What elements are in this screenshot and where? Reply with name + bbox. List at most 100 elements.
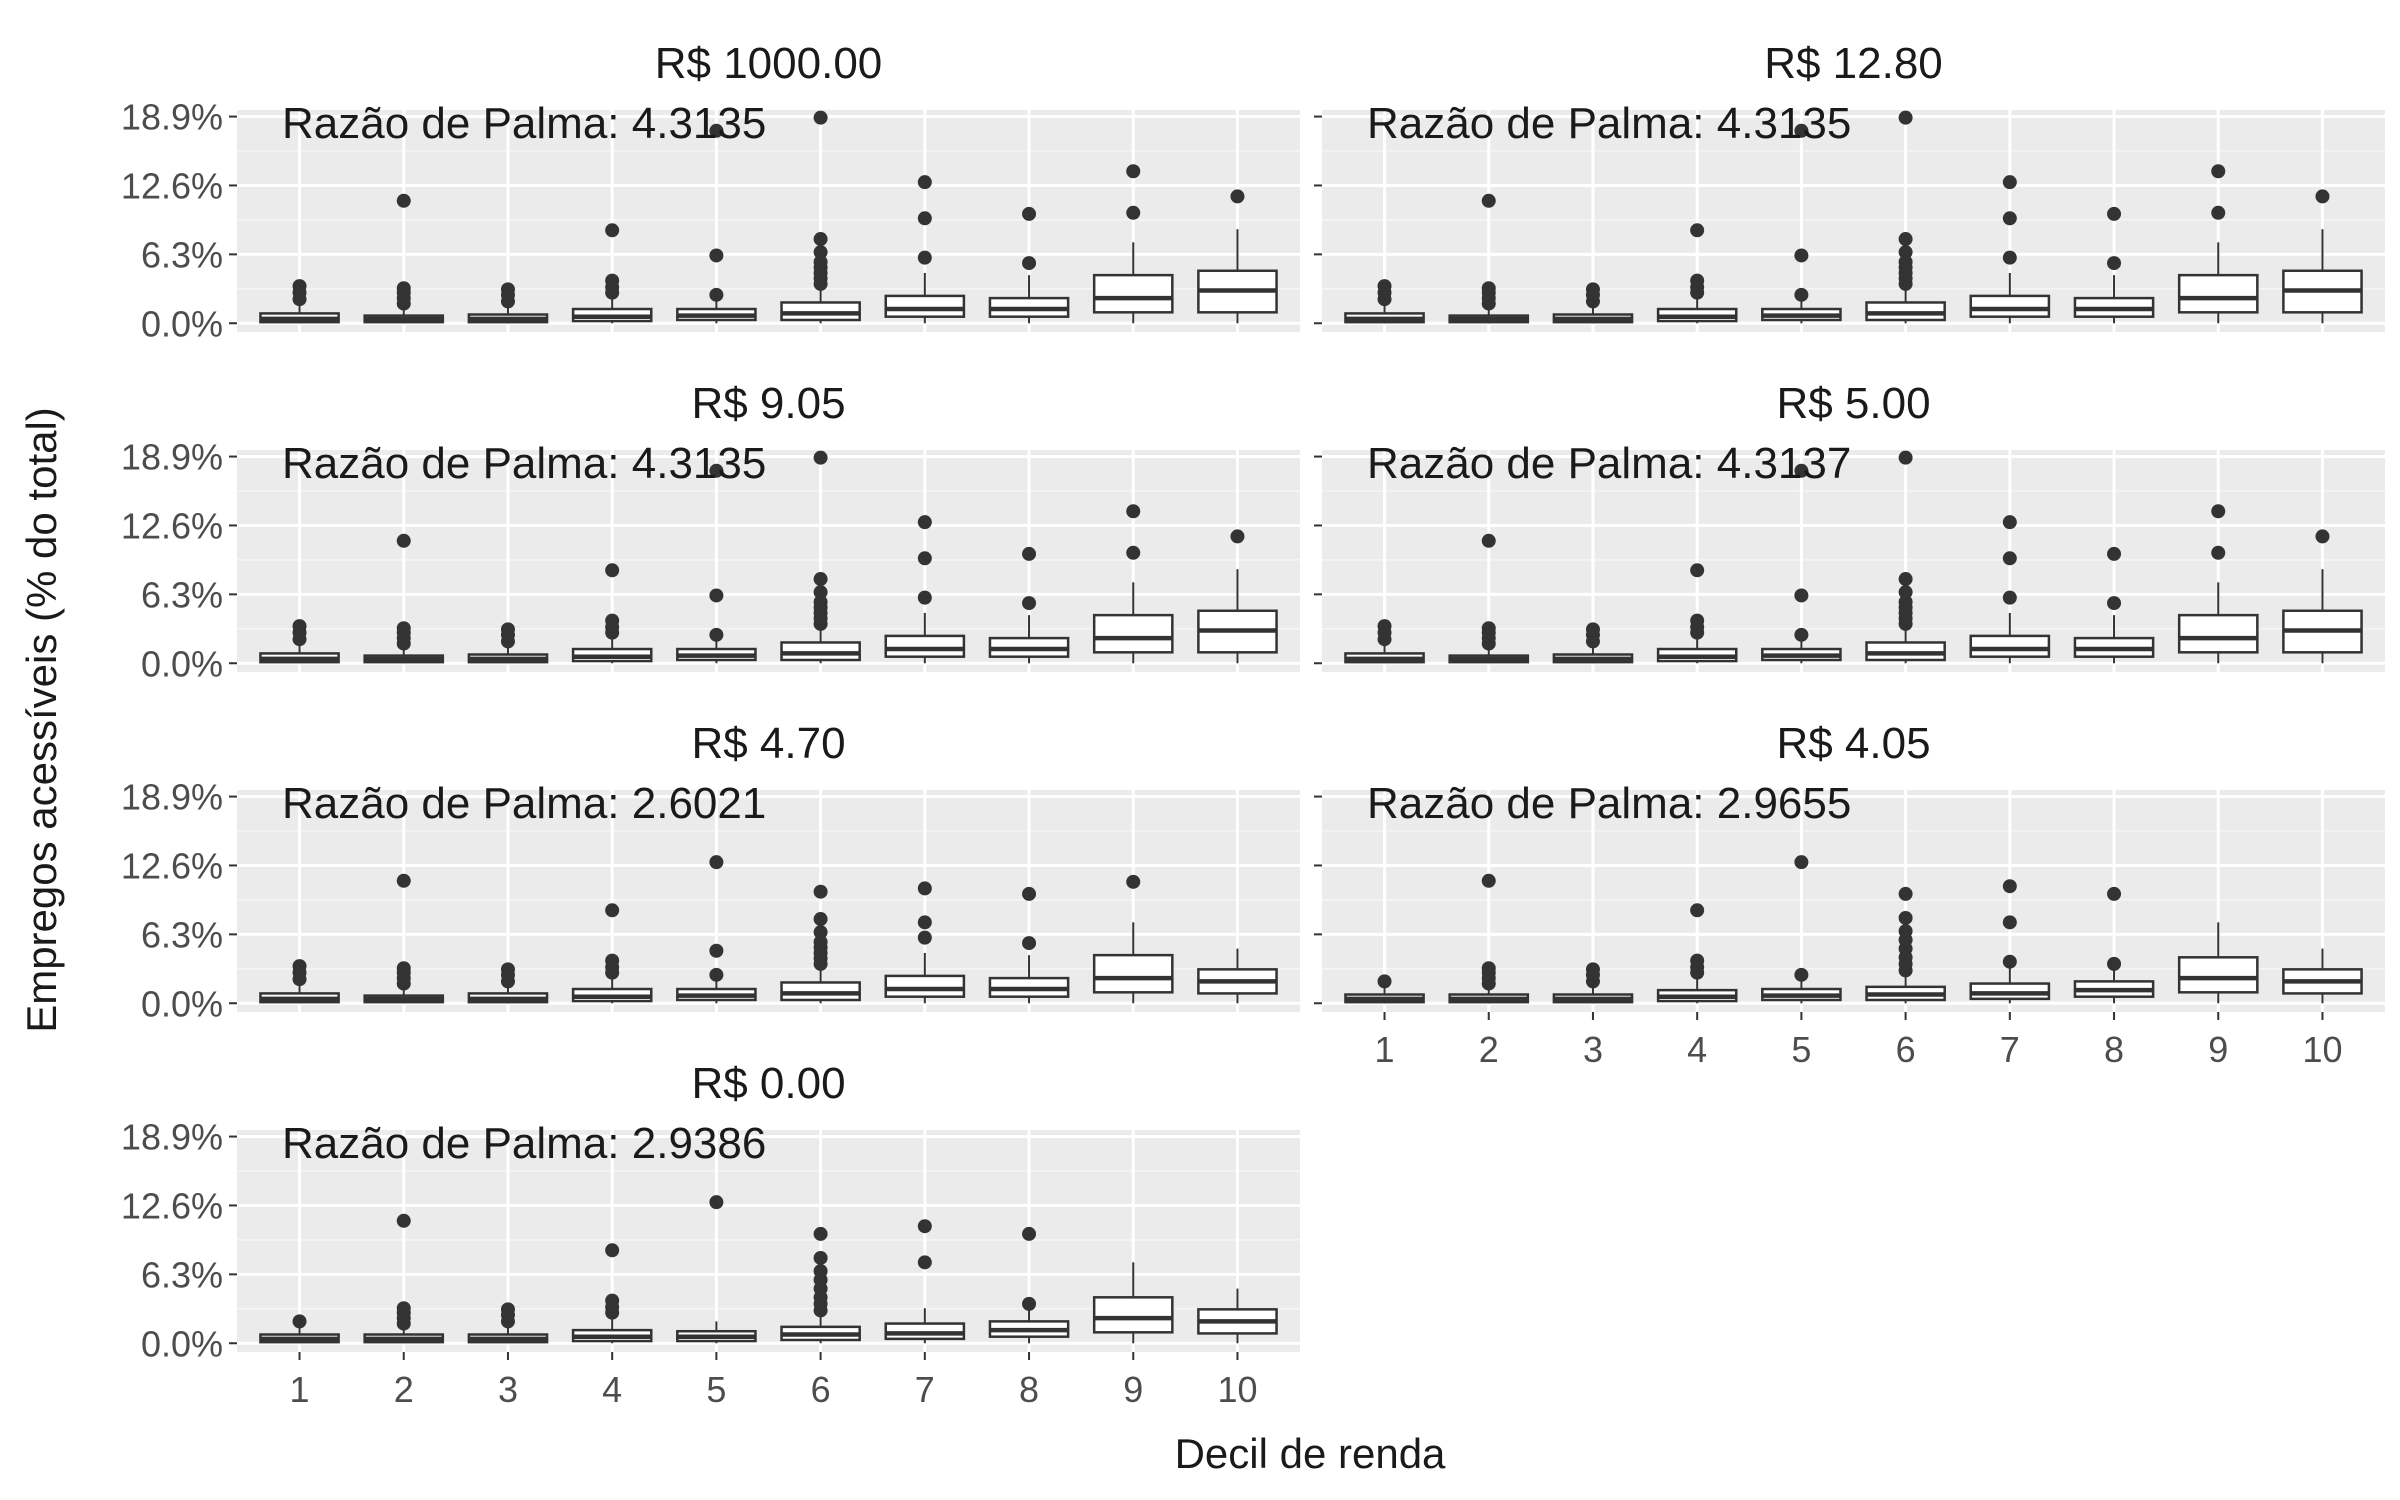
panel-7: R$ 0.00 0.0% 6.3% 12.6% 18.9% Razão de Palma:… bbox=[121, 1059, 1300, 1410]
box-decile-6 bbox=[780, 1226, 861, 1344]
outlier-point bbox=[1022, 256, 1037, 271]
outlier-point bbox=[2002, 250, 2017, 265]
box-decile-4 bbox=[1656, 563, 1738, 664]
outlier-point bbox=[605, 563, 620, 578]
outlier-point bbox=[1794, 588, 1809, 603]
x-tick-label: 2 bbox=[1479, 1029, 1499, 1070]
outlier-point bbox=[917, 930, 932, 945]
box-decile-10 bbox=[2282, 948, 2363, 1004]
outlier-point bbox=[1690, 903, 1705, 918]
outlier-point bbox=[813, 572, 828, 587]
box-decile-5 bbox=[676, 463, 757, 664]
outlier-point bbox=[709, 855, 724, 870]
outlier-point bbox=[709, 248, 724, 263]
palma-ratio-annotation: Razão de Palma: 2.6021 bbox=[282, 779, 766, 828]
panel-1: R$ 1000.00 0.0% 6.3% 12.6% 18.9% Razão de Pal… bbox=[121, 39, 1300, 344]
outlier-point bbox=[1230, 529, 1245, 544]
outlier-point bbox=[500, 962, 515, 977]
box-decile-9 bbox=[2177, 922, 2259, 1004]
outlier-point bbox=[1377, 619, 1392, 634]
y-tick-label: 12.6% bbox=[121, 165, 223, 206]
box-decile-6 bbox=[780, 110, 861, 324]
box bbox=[884, 294, 966, 318]
box bbox=[884, 634, 966, 658]
box bbox=[1092, 613, 1174, 654]
outlier-point bbox=[1126, 504, 1141, 519]
x-tick-label: 3 bbox=[498, 1369, 518, 1410]
x-tick-label: 7 bbox=[2000, 1029, 2020, 1070]
outlier-point bbox=[1481, 621, 1496, 636]
outlier-point bbox=[2107, 596, 2122, 611]
outlier-point bbox=[1377, 974, 1392, 989]
box bbox=[1092, 953, 1174, 994]
outlier-point bbox=[1022, 936, 1037, 951]
y-tick-label: 6.3% bbox=[141, 574, 223, 615]
outlier-point bbox=[1898, 450, 1913, 465]
y-tick-label: 18.9% bbox=[121, 777, 223, 818]
outlier-point bbox=[813, 255, 828, 270]
outlier-point bbox=[2211, 164, 2226, 179]
palma-ratio-annotation: Razão de Palma: 4.3137 bbox=[1367, 439, 1851, 488]
outlier-point bbox=[292, 959, 307, 974]
outlier-point bbox=[605, 903, 620, 918]
box-decile-7 bbox=[884, 515, 966, 664]
outlier-point bbox=[2107, 546, 2122, 561]
box-decile-1 bbox=[259, 619, 340, 664]
x-tick-label: 10 bbox=[2302, 1029, 2342, 1070]
box-decile-2 bbox=[363, 533, 445, 664]
box-decile-8 bbox=[2073, 206, 2155, 324]
box-decile-4 bbox=[571, 223, 653, 324]
x-tick-label: 4 bbox=[602, 1369, 622, 1410]
outlier-point bbox=[1898, 255, 1913, 270]
x-tick-label: 8 bbox=[1019, 1369, 1039, 1410]
outlier-point bbox=[1794, 463, 1809, 478]
panel-3: R$ 9.05 0.0% 6.3% 12.6% 18.9% Razão de Palma:… bbox=[121, 379, 1300, 684]
box-decile-7 bbox=[1969, 515, 2051, 664]
outlier-point bbox=[605, 223, 620, 238]
outlier-point bbox=[1898, 110, 1913, 125]
box-decile-1 bbox=[1344, 974, 1425, 1004]
x-tick-label: 5 bbox=[706, 1369, 726, 1410]
outlier-point bbox=[2107, 206, 2122, 221]
outlier-point bbox=[292, 619, 307, 634]
outlier-point bbox=[813, 1264, 828, 1279]
outlier-point bbox=[917, 515, 932, 530]
box-decile-2 bbox=[1448, 533, 1530, 664]
box bbox=[1092, 273, 1174, 314]
outlier-point bbox=[2002, 175, 2017, 190]
outlier-point bbox=[2002, 515, 2017, 530]
outlier-point bbox=[605, 1293, 620, 1308]
outlier-point bbox=[500, 282, 515, 297]
outlier-point bbox=[2002, 879, 2017, 894]
box-decile-2 bbox=[363, 193, 445, 324]
box-decile-4 bbox=[571, 903, 653, 1004]
x-tick-label: 2 bbox=[394, 1369, 414, 1410]
outlier-point bbox=[709, 967, 724, 982]
x-axis-label: Decil de renda bbox=[1175, 1430, 1446, 1477]
box-decile-8 bbox=[2073, 546, 2155, 664]
outlier-point bbox=[813, 925, 828, 940]
box bbox=[2177, 613, 2259, 654]
outlier-point bbox=[1690, 563, 1705, 578]
outlier-point bbox=[813, 232, 828, 247]
panel-title: R$ 9.05 bbox=[691, 379, 845, 428]
outlier-point bbox=[1585, 622, 1600, 637]
y-tick-label: 6.3% bbox=[141, 914, 223, 955]
outlier-point bbox=[813, 110, 828, 125]
outlier-point bbox=[1126, 545, 1141, 560]
box-decile-10 bbox=[2282, 529, 2363, 664]
y-tick-label: 12.6% bbox=[121, 1185, 223, 1226]
palma-ratio-annotation: Razão de Palma: 2.9655 bbox=[1367, 779, 1851, 828]
outlier-point bbox=[1690, 953, 1705, 968]
box-decile-9 bbox=[1092, 874, 1174, 1004]
box-decile-7 bbox=[884, 881, 966, 1004]
panel-4: R$ 5.00 Razão de Palma: 4.3137 bbox=[1314, 379, 2385, 672]
outlier-point bbox=[813, 1226, 828, 1241]
outlier-point bbox=[709, 287, 724, 302]
box-decile-1 bbox=[1344, 279, 1425, 324]
outlier-point bbox=[813, 450, 828, 465]
x-tick-label: 9 bbox=[2208, 1029, 2228, 1070]
panel-title: R$ 4.70 bbox=[691, 719, 845, 768]
box-decile-8 bbox=[988, 206, 1070, 324]
outlier-point bbox=[2315, 189, 2330, 204]
